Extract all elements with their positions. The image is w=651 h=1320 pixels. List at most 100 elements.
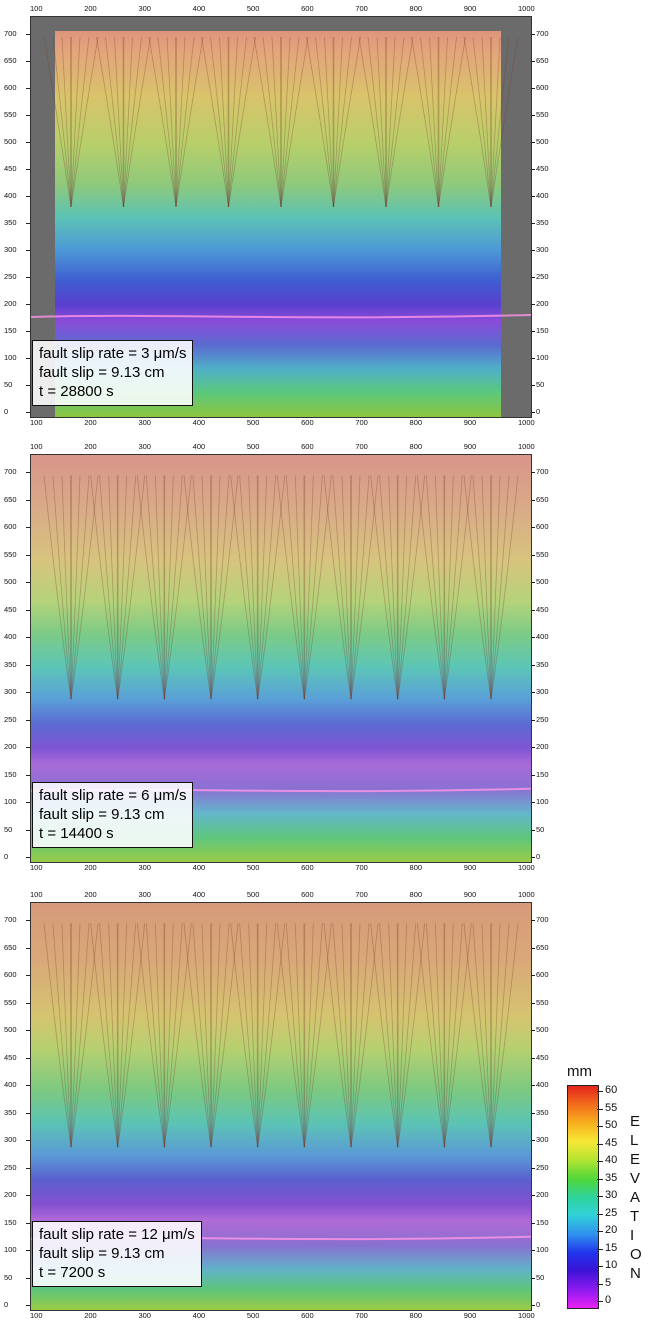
y-tick-label-left: 450 xyxy=(4,1052,17,1062)
y-tick-mark xyxy=(531,499,535,501)
y-tick-label-right: 50 xyxy=(536,380,545,389)
y-tick-label-right: 100 xyxy=(536,797,549,806)
channel-stroke xyxy=(117,923,146,1148)
channel-stroke xyxy=(70,923,81,1148)
y-tick-mark xyxy=(26,115,30,116)
channel-stroke xyxy=(262,36,282,208)
channel-stroke xyxy=(96,36,124,208)
x-tick-label-bottom: 200 xyxy=(84,1311,97,1320)
colorbar-tick-mark xyxy=(597,1161,603,1162)
y-tick-mark xyxy=(531,747,535,748)
x-tick-label-bottom: 500 xyxy=(246,863,260,872)
channel-stroke xyxy=(294,475,305,700)
y-tick-mark xyxy=(531,1002,535,1004)
channel-stroke xyxy=(201,475,212,700)
channel-stroke xyxy=(472,36,492,208)
y-tick-label-right: 50 xyxy=(536,1272,545,1282)
colorbar-tick-label: 20 xyxy=(605,1224,618,1236)
y-tick-mark xyxy=(531,88,535,89)
channel-stroke xyxy=(175,36,186,208)
y-tick-label-left: 100 xyxy=(4,797,17,806)
y-tick-mark xyxy=(26,554,30,556)
channel-stroke xyxy=(257,475,286,700)
y-tick-mark xyxy=(531,1057,535,1059)
y-tick-mark xyxy=(26,1195,30,1196)
x-tick-label-top: 100 xyxy=(30,4,43,13)
y-tick-mark xyxy=(26,169,30,170)
y-tick-mark xyxy=(26,1030,30,1031)
channel-stroke xyxy=(70,36,81,208)
colorbar-tick-mark xyxy=(597,1108,603,1110)
y-tick-mark xyxy=(531,527,535,528)
y-tick-mark xyxy=(26,1167,30,1169)
colorbar-tick-mark xyxy=(597,1091,603,1092)
y-tick-label-left: 600 xyxy=(4,522,17,531)
y-tick-label-left: 650 xyxy=(4,942,17,952)
y-tick-label-left: 450 xyxy=(4,604,17,614)
channel-stroke xyxy=(434,923,445,1148)
y-tick-mark xyxy=(531,947,535,949)
channel-stroke xyxy=(429,36,439,208)
channel-stroke xyxy=(157,36,177,208)
channel-stroke xyxy=(230,923,259,1148)
channel-stroke xyxy=(192,475,212,700)
x-tick-label-bottom: 100 xyxy=(30,418,43,427)
channel-stroke xyxy=(416,475,445,700)
x-tick-label-bottom: 400 xyxy=(192,418,206,427)
channel-stroke xyxy=(490,36,501,208)
y-tick-mark xyxy=(531,975,535,976)
y-tick-mark xyxy=(26,637,30,638)
channel-stroke xyxy=(163,475,192,700)
y-tick-label-right: 700 xyxy=(536,915,549,924)
y-tick-label-right: 350 xyxy=(536,218,549,227)
y-tick-label-left: 350 xyxy=(4,218,17,227)
x-tick-label-top: 900 xyxy=(463,442,477,451)
x-tick-label-bottom: 1000 xyxy=(518,1311,535,1320)
y-tick-label-left: 700 xyxy=(4,915,17,924)
colorbar-tick-label: 0 xyxy=(605,1294,612,1306)
y-tick-mark xyxy=(26,1112,30,1114)
channel-stroke xyxy=(438,36,448,208)
y-tick-label-right: 400 xyxy=(536,191,549,200)
channel-stroke xyxy=(323,475,352,700)
channel-stroke xyxy=(210,923,239,1148)
y-tick-label-left: 100 xyxy=(4,1245,17,1254)
y-tick-mark xyxy=(26,774,30,776)
y-tick-mark xyxy=(531,412,535,413)
channel-stroke xyxy=(324,36,334,208)
y-tick-mark xyxy=(531,664,535,666)
y-tick-mark xyxy=(531,1250,535,1251)
x-tick-label-top: 700 xyxy=(355,442,368,451)
y-tick-mark xyxy=(531,223,535,224)
y-tick-mark xyxy=(531,857,535,858)
y-tick-label-right: 450 xyxy=(536,604,549,614)
colorbar-tick-label: 15 xyxy=(605,1241,618,1254)
channel-stroke xyxy=(145,923,165,1148)
y-tick-label-right: 200 xyxy=(536,299,549,308)
x-tick-label-bottom: 100 xyxy=(30,863,43,872)
channel-stroke xyxy=(490,36,510,208)
y-tick-label-right: 100 xyxy=(536,1245,549,1254)
channel-stroke xyxy=(443,475,463,700)
y-tick-mark xyxy=(531,61,535,62)
channel-stroke xyxy=(70,923,99,1148)
channel-stroke xyxy=(434,475,445,700)
y-tick-label-left: 600 xyxy=(4,970,17,979)
x-tick-label-bottom: 800 xyxy=(409,418,423,427)
y-tick-label-left: 500 xyxy=(4,137,17,146)
y-tick-label-left: 450 xyxy=(4,164,17,173)
channel-stroke xyxy=(397,923,417,1148)
y-tick-label-right: 300 xyxy=(536,245,549,254)
channel-stroke xyxy=(117,923,137,1148)
channel-stroke xyxy=(61,36,72,208)
channel-stroke xyxy=(117,475,137,700)
x-tick-label-top: 800 xyxy=(409,890,423,899)
x-tick-label-bottom: 600 xyxy=(301,863,314,872)
colorbar-tick-mark xyxy=(597,1301,603,1302)
channel-stroke xyxy=(323,923,352,1148)
channel-stroke xyxy=(105,36,124,208)
y-tick-mark xyxy=(26,196,30,197)
y-tick-mark xyxy=(531,331,535,332)
y-tick-mark xyxy=(26,920,30,921)
channel-stroke xyxy=(175,36,204,208)
